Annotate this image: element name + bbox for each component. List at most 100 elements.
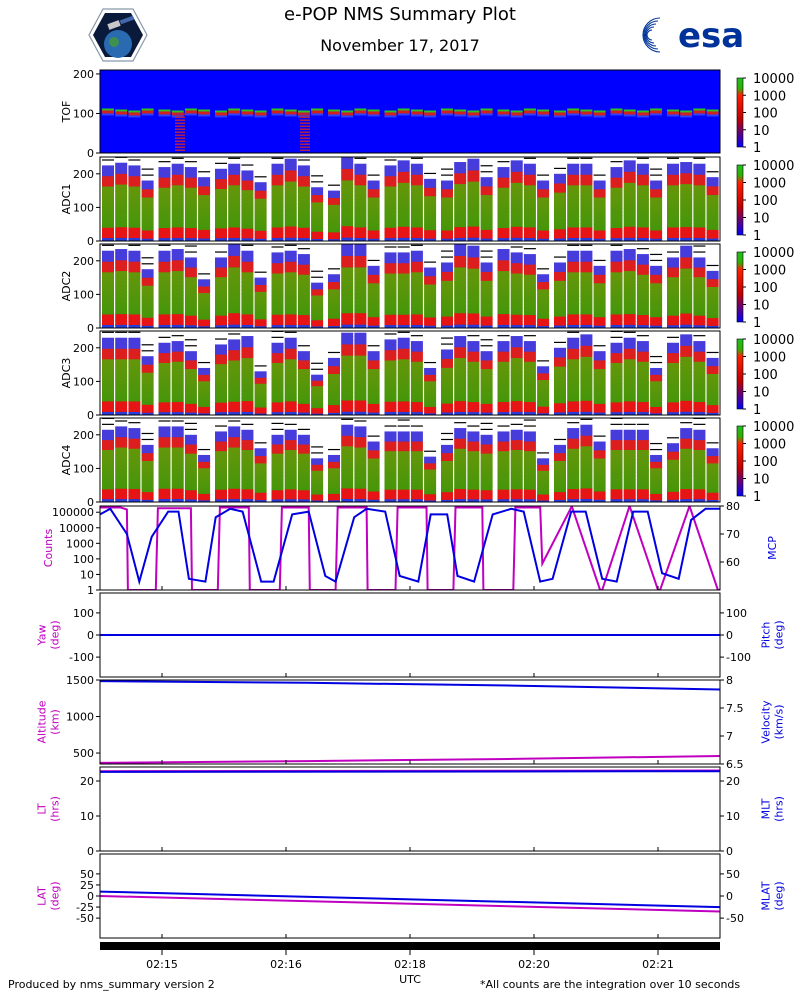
spectrogram-cell bbox=[397, 175, 410, 180]
spectrogram-cell bbox=[636, 230, 649, 235]
spectrogram-cell bbox=[171, 274, 184, 279]
x-axis-label: UTC bbox=[399, 973, 421, 986]
spectrogram-cell bbox=[341, 195, 354, 200]
spectrogram-sparse-mark bbox=[398, 154, 410, 155]
spectrogram-cell bbox=[480, 185, 493, 190]
spectrogram-cell bbox=[667, 177, 679, 182]
spectrogram-cell bbox=[510, 350, 523, 355]
spectrogram-cell bbox=[241, 173, 254, 178]
spectrogram-cell bbox=[384, 259, 397, 264]
spectrogram-cell bbox=[241, 375, 254, 380]
spectrogram-cell bbox=[650, 282, 663, 287]
spectrogram-cell bbox=[410, 378, 423, 382]
spectrogram-sparse-mark bbox=[397, 425, 410, 427]
spectrogram-cell bbox=[510, 269, 523, 274]
spectrogram-sparse-mark bbox=[636, 335, 649, 337]
spectrogram-cell bbox=[706, 182, 719, 187]
spectrogram-cell bbox=[284, 446, 297, 450]
spectrogram-cell bbox=[141, 282, 154, 286]
spectrogram-cell bbox=[636, 195, 649, 200]
tof-band-mark bbox=[410, 109, 423, 112]
spectrogram-cell bbox=[254, 385, 267, 388]
tof-band-mark bbox=[254, 115, 267, 118]
spectrogram-cell bbox=[215, 402, 227, 406]
spectrogram-cell bbox=[580, 184, 593, 189]
spectrogram-cell bbox=[467, 173, 480, 178]
spectrogram-cell bbox=[593, 325, 606, 328]
spectrogram-cell bbox=[271, 401, 284, 406]
spectrogram-cell bbox=[610, 282, 623, 287]
spectrogram-cell bbox=[593, 213, 606, 217]
spectrogram-cell bbox=[636, 388, 649, 392]
spectrogram-cell bbox=[454, 278, 467, 283]
spectrogram-cell bbox=[215, 386, 227, 390]
spectrogram-sparse-mark bbox=[284, 331, 297, 333]
spectrogram-cell bbox=[667, 469, 679, 474]
spectrogram-cell bbox=[593, 268, 606, 272]
spectrogram-cell bbox=[497, 479, 510, 484]
spectrogram-cell bbox=[158, 408, 171, 413]
spectrogram-cell bbox=[284, 459, 297, 464]
spectrogram-cell bbox=[384, 431, 397, 436]
spectrogram-cell bbox=[580, 477, 593, 482]
spectrogram-cell bbox=[510, 215, 523, 220]
spectrogram-cell bbox=[650, 495, 663, 499]
spectrogram-cell bbox=[554, 387, 566, 392]
spectrogram-cell bbox=[650, 489, 663, 492]
spectrogram-cell bbox=[171, 306, 184, 311]
spectrogram-cell bbox=[115, 376, 128, 381]
spectrogram-cell bbox=[171, 163, 184, 168]
spectrogram-cell bbox=[497, 190, 510, 195]
spectrogram-cell bbox=[367, 271, 380, 275]
spectrogram-cell bbox=[693, 205, 706, 210]
tof-band-mark bbox=[228, 113, 241, 116]
spectrogram-cell bbox=[510, 175, 523, 180]
spectrogram-cell bbox=[706, 465, 719, 469]
spectrogram-cell bbox=[171, 388, 184, 392]
spectrogram-cell bbox=[554, 375, 566, 379]
spectrogram-sparse-mark bbox=[497, 161, 510, 163]
spectrogram-cell bbox=[228, 305, 241, 310]
spectrogram-cell bbox=[467, 357, 480, 362]
spectrogram-sparse-mark bbox=[311, 175, 324, 177]
spectrogram-cell bbox=[593, 469, 606, 473]
spectrogram-cell bbox=[554, 378, 566, 382]
spectrogram-cell bbox=[410, 437, 423, 442]
spectrogram-cell bbox=[141, 483, 154, 487]
spectrogram-cell bbox=[623, 292, 636, 297]
spectrogram-cell bbox=[410, 184, 423, 189]
spectrogram-cell bbox=[467, 214, 480, 220]
spectrogram-cell bbox=[284, 211, 297, 216]
spectrogram-cell bbox=[311, 311, 324, 315]
spectrogram-cell bbox=[241, 456, 254, 460]
spectrogram-cell bbox=[284, 369, 297, 374]
spectrogram-cell bbox=[102, 372, 114, 377]
spectrogram-cell bbox=[480, 209, 493, 213]
spectrogram-cell bbox=[610, 449, 623, 454]
y-tick-label: -25 bbox=[76, 901, 94, 914]
spectrogram-cell bbox=[510, 297, 523, 302]
spectrogram-cell bbox=[271, 223, 284, 228]
spectrogram-cell bbox=[158, 453, 171, 458]
spectrogram-cell bbox=[554, 192, 566, 196]
spectrogram-cell bbox=[297, 450, 310, 454]
spectrogram-cell bbox=[580, 292, 593, 297]
spectrogram-cell bbox=[454, 475, 467, 479]
panel-frame bbox=[99, 156, 721, 242]
spectrogram-cell bbox=[102, 275, 114, 280]
spectrogram-cell bbox=[454, 343, 467, 348]
spectrogram-sparse-mark bbox=[441, 432, 453, 435]
spectrogram-cell bbox=[171, 324, 184, 328]
spectrogram-cell bbox=[623, 386, 636, 391]
spectrogram-cell bbox=[424, 187, 437, 191]
spectrogram-cell bbox=[354, 347, 367, 352]
spectrogram-sparse-mark bbox=[593, 435, 606, 437]
spectrogram-cell bbox=[171, 364, 184, 369]
spectrogram-cell bbox=[593, 488, 606, 492]
spectrogram-cell bbox=[467, 184, 480, 190]
spectrogram-cell bbox=[497, 498, 510, 502]
spectrogram-cell bbox=[537, 377, 550, 381]
spectrogram-cell bbox=[554, 360, 566, 364]
spectrogram-cell bbox=[128, 296, 141, 301]
spectrogram-cell bbox=[241, 320, 254, 325]
